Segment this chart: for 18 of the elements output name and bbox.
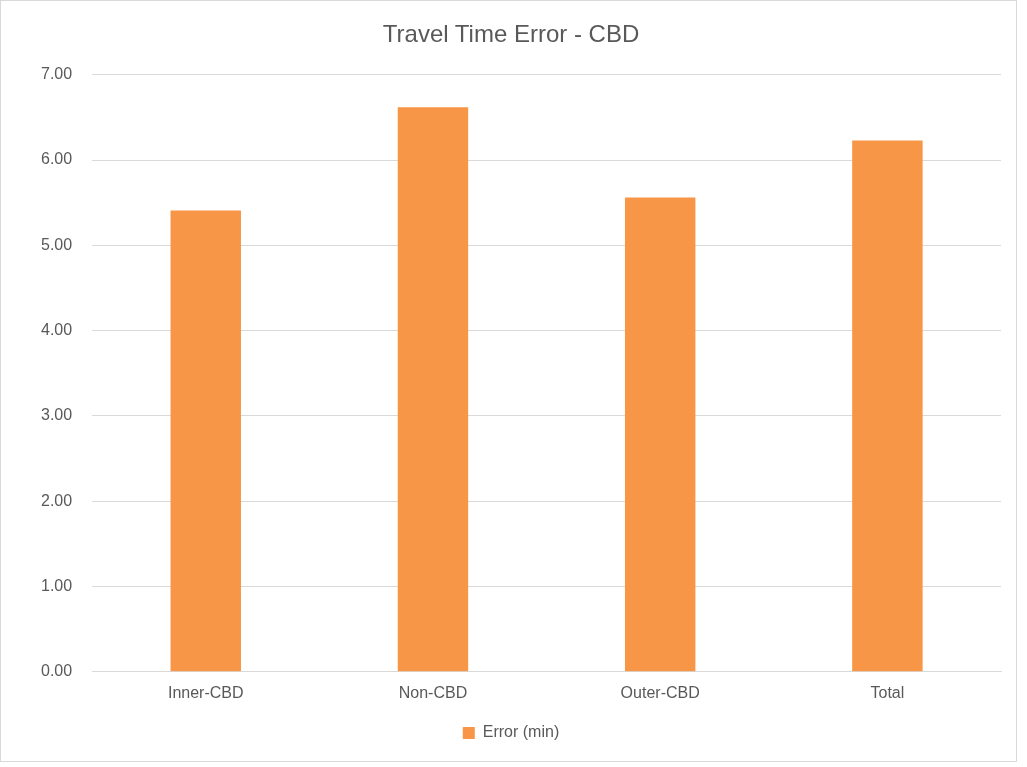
y-tick-label: 2.00	[41, 491, 73, 509]
y-tick-label: 0.00	[41, 662, 73, 680]
chart-title: Travel Time Error - CBD	[382, 20, 640, 48]
y-tick-label: 6.00	[41, 150, 73, 168]
y-tick-label: 3.00	[41, 406, 73, 424]
y-tick-label: 4.00	[41, 321, 73, 339]
bar	[852, 140, 923, 672]
y-tick-label: 1.00	[41, 576, 73, 594]
bar	[170, 210, 241, 672]
x-tick-label: Inner-CBD	[167, 683, 244, 701]
x-tick-label: Non-CBD	[398, 683, 468, 701]
bar	[397, 107, 469, 672]
bar	[624, 197, 696, 672]
x-tick-label: Total	[870, 683, 905, 701]
y-tick-label: 5.00	[41, 235, 73, 253]
legend-label: Error (min)	[482, 723, 560, 741]
x-tick-label: Outer-CBD	[620, 683, 700, 701]
y-tick-label: 7.00	[41, 65, 73, 83]
